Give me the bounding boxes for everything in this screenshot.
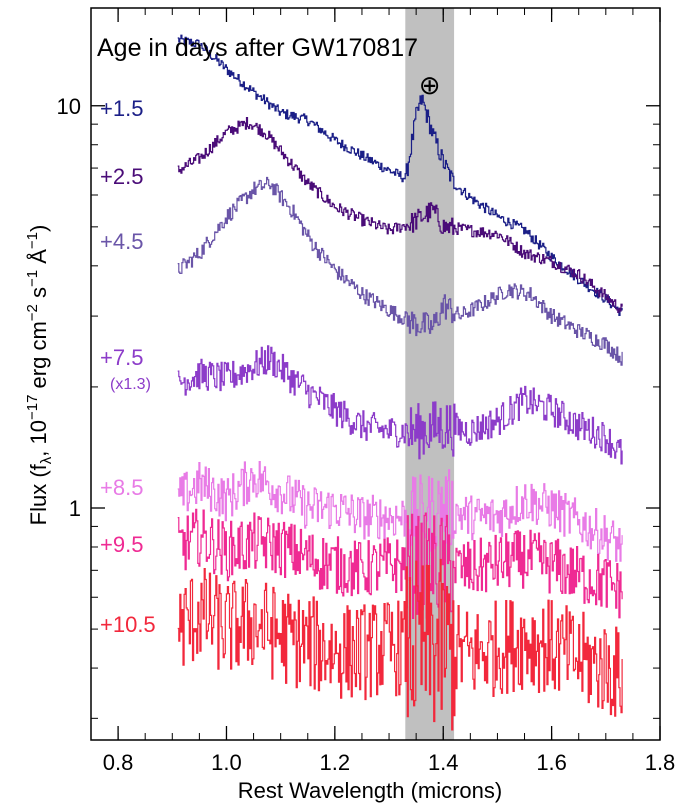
- series-line-75: [177, 345, 623, 465]
- axes-layer: 0.8 1.0 1.2 1.4 1.6 1.8 1 10: [57, 7, 676, 775]
- y-axis-label-part: −17: [24, 395, 41, 420]
- y-tick-label: 1: [69, 496, 81, 521]
- series-label-15: +1.5: [100, 96, 143, 121]
- telluric-symbol: ⊕: [419, 70, 441, 100]
- series-labels-layer: +1.5 +2.5 +4.5 +7.5 (x1.3) +8.5 +9.5 +10.5: [100, 96, 156, 637]
- series-label-25: +2.5: [100, 164, 143, 189]
- chart-title: Age in days after GW170817: [97, 34, 418, 62]
- y-tick-label: 10: [57, 94, 81, 119]
- y-axis-label-part: −2: [24, 304, 41, 321]
- series-line-15: [177, 34, 623, 316]
- y-axis-label-part: λ: [38, 456, 55, 464]
- y-axis-label-part: , 10: [26, 420, 51, 457]
- series-line-45: [177, 176, 623, 366]
- series-label-95: +9.5: [100, 532, 143, 557]
- series-line-25: [177, 117, 623, 313]
- series-label-105: +10.5: [100, 612, 156, 637]
- series-layer: [177, 34, 623, 731]
- series-line-85: [177, 461, 623, 562]
- y-axis-label-part: s: [26, 287, 51, 304]
- series-label-45: +4.5: [100, 229, 143, 254]
- x-axis-label: Rest Wavelength (microns): [238, 778, 502, 803]
- plot-frame: [90, 7, 661, 741]
- y-axis-label-part: Flux (f: [26, 463, 51, 525]
- series-annotation: (x1.3): [110, 376, 151, 393]
- x-tick-label: 1.8: [645, 750, 676, 775]
- x-tick-label: 1.0: [211, 750, 242, 775]
- y-axis-label-part: ): [26, 225, 51, 232]
- y-axis-label-part: erg cm: [26, 321, 51, 394]
- x-tick-label: 0.8: [103, 750, 134, 775]
- x-tick-label: 1.4: [428, 750, 459, 775]
- y-axis-label-part: Å: [26, 249, 51, 270]
- series-line-105: [177, 558, 623, 731]
- y-axis-label-part: −1: [24, 270, 41, 287]
- series-label-85: +8.5: [100, 475, 143, 500]
- y-axis-label: Flux (fλ, 10−17 erg cm−2 s−1 Å−1): [24, 225, 55, 526]
- series-line-95: [177, 508, 623, 619]
- series-label-75: +7.5: [100, 345, 143, 370]
- x-tick-label: 1.6: [536, 750, 567, 775]
- y-axis-label-part: −1: [24, 232, 41, 249]
- x-tick-label: 1.2: [320, 750, 351, 775]
